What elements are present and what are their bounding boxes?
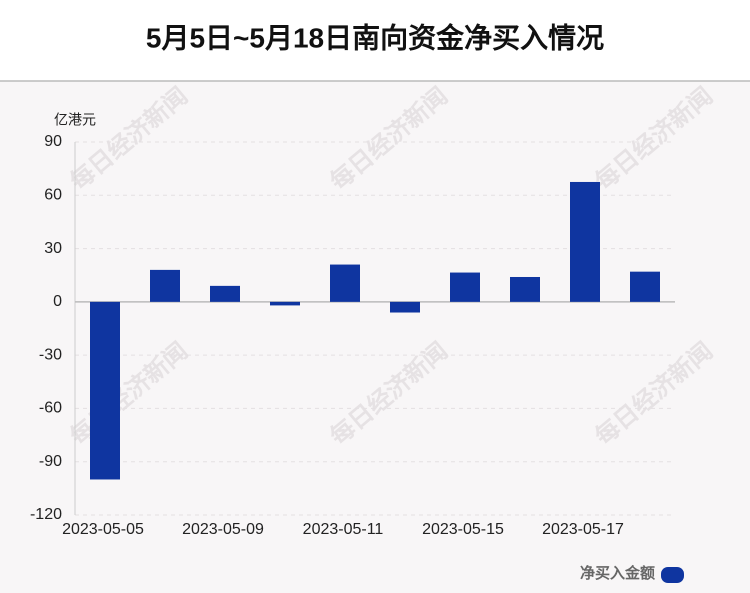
bar bbox=[210, 285, 240, 302]
bar bbox=[390, 301, 420, 313]
y-tick-label: 0 bbox=[53, 293, 62, 310]
bar bbox=[570, 181, 600, 302]
y-tick-label: -30 bbox=[39, 346, 62, 363]
title-band bbox=[0, 0, 750, 81]
y-tick-label: -120 bbox=[30, 506, 62, 523]
bar bbox=[150, 269, 180, 302]
watermark: 每日经济新闻 bbox=[325, 337, 453, 451]
legend-swatch bbox=[661, 567, 684, 583]
watermark: 每日经济新闻 bbox=[590, 82, 718, 196]
y-tick-label: -90 bbox=[39, 453, 62, 470]
watermark: 每日经济新闻 bbox=[65, 337, 193, 451]
y-tick-label: -60 bbox=[39, 400, 62, 417]
x-tick-label: 2023-05-09 bbox=[182, 521, 264, 538]
legend-label: 净买入金额 bbox=[580, 564, 655, 582]
x-tick-label: 2023-05-11 bbox=[303, 521, 384, 538]
watermark: 每日经济新闻 bbox=[325, 82, 453, 196]
chart-title: 5月5日~5月18日南向资金净买入情况 bbox=[146, 21, 604, 53]
x-tick-label: 2023-05-17 bbox=[542, 521, 624, 538]
x-tick-label: 2023-05-15 bbox=[422, 521, 504, 538]
bar bbox=[630, 271, 660, 302]
y-tick-label: 30 bbox=[44, 240, 62, 257]
bar bbox=[90, 301, 120, 480]
bar bbox=[270, 301, 300, 306]
watermark: 每日经济新闻 bbox=[590, 337, 718, 451]
y-unit: 亿港元 bbox=[54, 112, 96, 128]
bar bbox=[510, 276, 540, 302]
bar bbox=[330, 264, 360, 302]
watermark: 每日经济新闻 bbox=[65, 82, 193, 196]
y-tick-label: 60 bbox=[44, 187, 62, 204]
x-tick-label: 2023-05-05 bbox=[62, 521, 144, 538]
bar bbox=[450, 272, 480, 302]
y-tick-label: 90 bbox=[44, 133, 62, 150]
